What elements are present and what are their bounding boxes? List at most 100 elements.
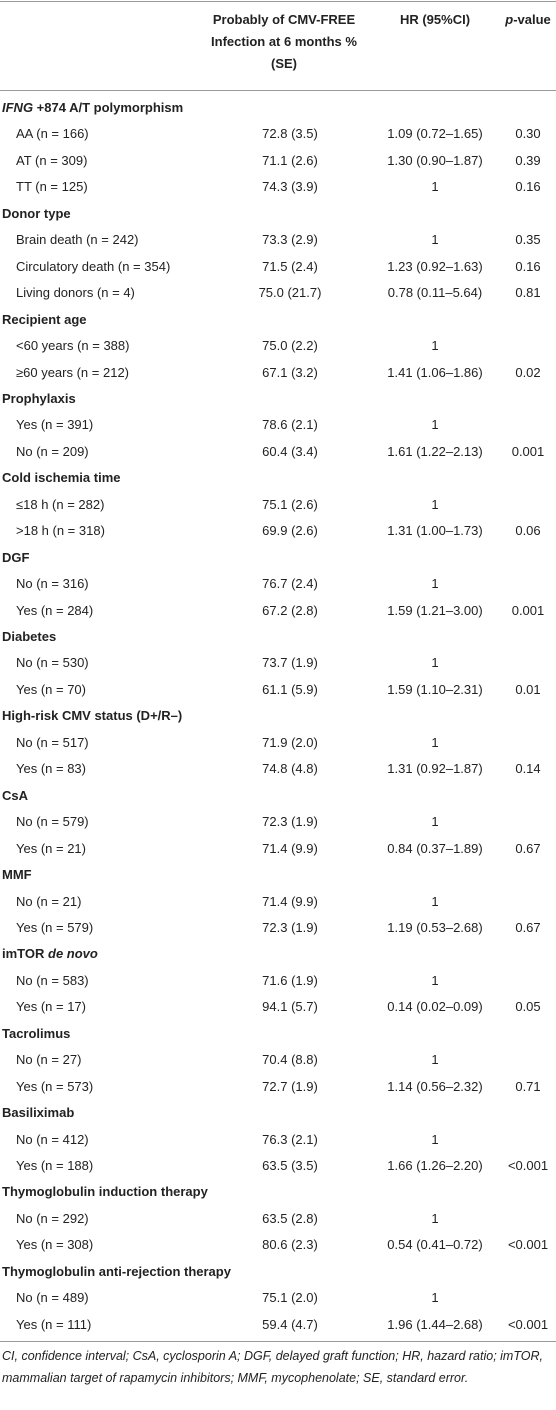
cell-value: 1 <box>431 734 439 750</box>
row-label: Yes (n = 188) <box>16 1158 94 1173</box>
cell-value: 69.9 (2.6) <box>262 523 318 539</box>
group-title: Thymoglobulin induction therapy <box>2 1179 208 1205</box>
row-label: No (n = 517) <box>16 734 89 750</box>
cell-value: 75.1 (2.6) <box>262 496 318 512</box>
cell-value: 0.001 <box>511 602 545 618</box>
cell-value: 1 <box>431 496 439 512</box>
row-label: No (n = 27) <box>16 1052 82 1068</box>
row-label: No (n = 412) <box>16 1131 89 1147</box>
cell-value: 72.3 (1.9) <box>262 919 318 935</box>
cell-value: 0.05 <box>515 999 541 1015</box>
cell-value: 0.06 <box>515 523 541 539</box>
row-label: TT (n = 125) <box>16 179 88 195</box>
cell-value: 74.8 (4.8) <box>262 761 318 777</box>
row-label: Yes (n = 573) <box>16 1078 94 1094</box>
group-title: Prophylaxis <box>2 386 76 412</box>
row-label: No (n = 21) <box>16 893 82 909</box>
group-title: DGF <box>2 545 29 571</box>
row-label: Yes (n = 579) <box>16 919 94 935</box>
cell-value: 71.1 (2.6) <box>262 152 318 168</box>
cell-value: 71.6 (1.9) <box>262 972 318 988</box>
row-label: Yes (n = 21) <box>16 840 86 856</box>
text-segment: Basiliximab <box>2 1105 75 1121</box>
text-segment: High-risk CMV status (D+/R–) <box>2 708 183 724</box>
cell-value: 1.14 (0.56–2.32) <box>387 1078 483 1094</box>
cell-value: 73.7 (1.9) <box>262 655 318 671</box>
text-segment: Prophylaxis <box>2 390 76 406</box>
cell-value: 0.71 <box>515 1078 541 1094</box>
cell-value: 1.41 (1.06–1.86) <box>387 364 483 380</box>
row-label: >18 h (n = 318) <box>16 523 105 539</box>
row-label: No (n = 530) <box>16 655 89 671</box>
text-segment: Recipient age <box>2 311 87 327</box>
cell-value: 0.14 (0.02–0.09) <box>387 999 483 1015</box>
cell-value: 0.02 <box>515 364 541 380</box>
cell-value: 94.1 (5.7) <box>262 999 318 1015</box>
cell-value: 78.6 (2.1) <box>262 417 318 433</box>
cell-value: 1.61 (1.22–2.13) <box>387 443 483 459</box>
cell-value: 1.59 (1.10–2.31) <box>387 681 483 697</box>
cell-value: 74.3 (3.9) <box>262 179 318 195</box>
cell-value: 1 <box>431 1131 439 1147</box>
cell-value: 67.2 (2.8) <box>262 602 318 618</box>
group-title: Basiliximab <box>2 1100 74 1126</box>
group-title: Donor type <box>2 201 71 227</box>
group-title: MMF <box>2 862 32 888</box>
cell-value: 0.81 <box>515 285 541 301</box>
cell-value: 0.16 <box>515 179 541 195</box>
cell-value: 1 <box>431 972 439 988</box>
cell-value: 60.4 (3.4) <box>262 443 318 459</box>
text-segment: de novo <box>48 946 98 962</box>
row-label: No (n = 579) <box>16 814 89 830</box>
cell-value: 80.6 (2.3) <box>262 1237 318 1253</box>
text-segment: imTOR <box>2 946 48 962</box>
cell-value: 0.84 (0.37–1.89) <box>387 840 483 856</box>
cell-value: 1 <box>431 576 439 592</box>
cell-value: 1 <box>431 1290 439 1306</box>
group-title: CsA <box>2 783 28 809</box>
row-label: Living donors (n = 4) <box>16 285 135 301</box>
cell-value: 63.5 (2.8) <box>262 1210 318 1226</box>
row-label: Yes (n = 83) <box>16 761 86 777</box>
cell-value: 1 <box>431 814 439 830</box>
text-segment: IFNG <box>2 100 34 115</box>
text-segment: Donor type <box>2 205 71 221</box>
cell-value: 0.001 <box>511 443 545 459</box>
cell-value: 0.14 <box>515 761 541 777</box>
cell-value: <0.001 <box>507 1237 549 1253</box>
cell-value: 0.01 <box>515 681 541 697</box>
cell-value: 71.5 (2.4) <box>262 258 318 274</box>
cell-value: 1.30 (0.90–1.87) <box>387 152 483 168</box>
cell-value: <0.001 <box>507 1316 549 1332</box>
row-label: Yes (n = 111) <box>16 1316 92 1332</box>
cell-value: 1 <box>431 1210 439 1226</box>
cell-value: 61.1 (5.9) <box>262 681 318 697</box>
cell-value: 76.7 (2.4) <box>262 576 318 592</box>
cell-value: 1.59 (1.21–3.00) <box>387 602 483 618</box>
group-title: Diabetes <box>2 624 56 650</box>
text-segment: MMF <box>2 867 32 883</box>
cell-value: 72.3 (1.9) <box>262 814 318 830</box>
cell-value: 0.54 (0.41–0.72) <box>387 1237 483 1253</box>
cell-value: 71.9 (2.0) <box>262 734 318 750</box>
text-segment: CsA <box>2 787 29 803</box>
row-label: No (n = 316) <box>16 576 89 592</box>
row-label: ≥60 years (n = 212) <box>16 364 130 380</box>
group-title: Thymoglobulin anti-rejection therapy <box>2 1259 231 1285</box>
cell-value: 1 <box>431 1052 439 1068</box>
row-label: AA (n = 166) <box>16 126 89 142</box>
row-label: Circulatory death (n = 354) <box>16 258 171 274</box>
bottom-rule <box>0 1341 556 1342</box>
cell-value: 75.1 (2.0) <box>262 1290 318 1306</box>
header-col3: p-value <box>500 9 556 31</box>
row-label: Yes (n = 308) <box>16 1237 94 1253</box>
row-label: No (n = 209) <box>16 443 89 459</box>
group-title: Recipient age <box>2 307 87 333</box>
row-label: Yes (n = 17) <box>16 999 86 1015</box>
group-title: imTOR de novo <box>2 941 98 967</box>
text-segment: p <box>505 12 514 27</box>
cell-value: 1.31 (1.00–1.73) <box>387 523 483 539</box>
text-segment: Diabetes <box>2 629 57 644</box>
cell-value: 1 <box>431 232 439 248</box>
text-segment: Thymoglobulin anti-rejection therapy <box>2 1263 231 1279</box>
